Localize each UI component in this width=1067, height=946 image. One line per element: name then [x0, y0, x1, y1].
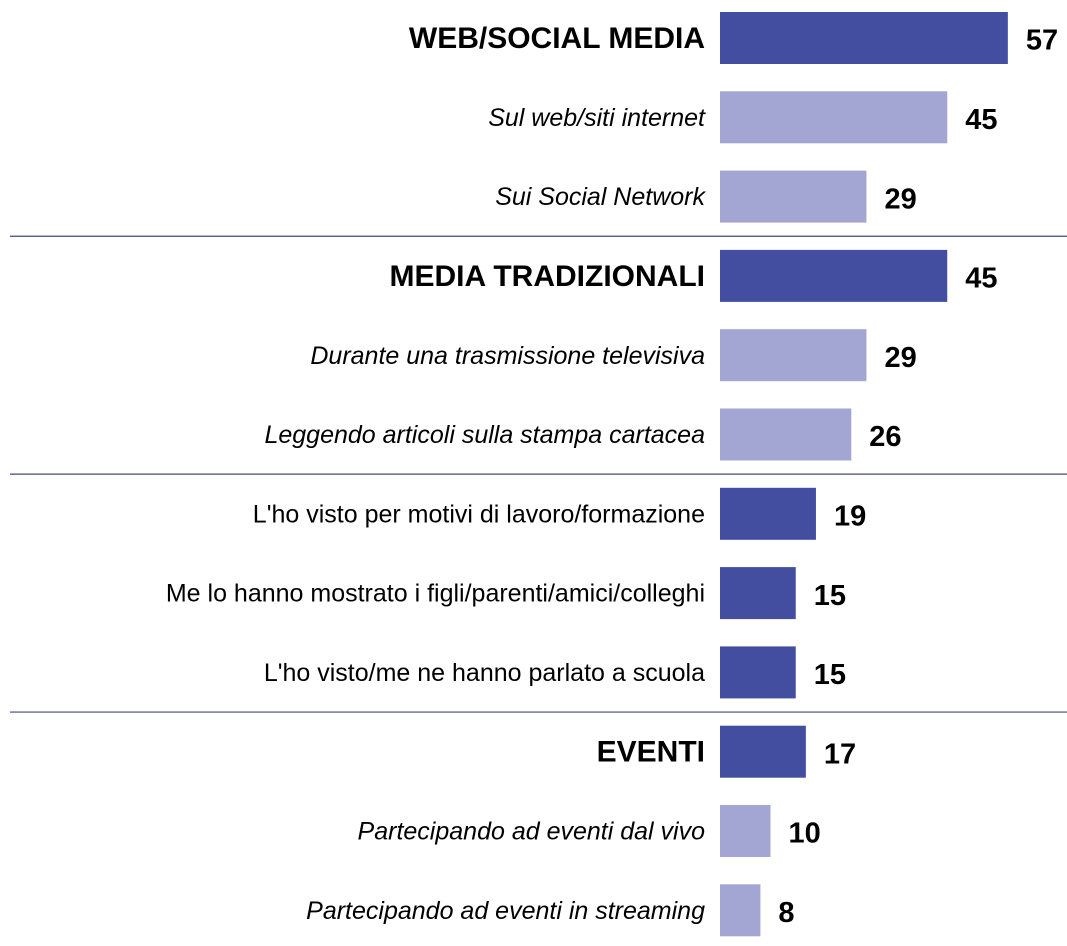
bar	[720, 646, 796, 699]
bar	[720, 249, 948, 302]
bar	[720, 329, 867, 382]
bar	[720, 487, 816, 540]
category-label: Me lo hanno mostrato i figli/parenti/ami…	[166, 580, 705, 608]
category-label: Partecipando ad eventi dal vivo	[358, 818, 706, 846]
category-label: Partecipando ad eventi in streaming	[306, 897, 705, 925]
bar	[720, 12, 1008, 64]
bar	[720, 170, 867, 223]
value-label: 15	[814, 659, 846, 691]
value-label: 10	[789, 818, 821, 850]
value-label: 26	[869, 421, 901, 453]
category-label: MEDIA TRADIZIONALI	[389, 260, 705, 293]
category-label: Durante una trasmissione televisiva	[310, 342, 705, 370]
value-label: 45	[965, 104, 997, 136]
category-label: Sul web/siti internet	[488, 104, 706, 132]
value-label: 57	[1026, 25, 1058, 57]
value-label: 29	[884, 183, 916, 215]
category-label: Leggendo articoli sulla stampa cartacea	[264, 421, 705, 449]
value-label: 45	[965, 263, 997, 295]
bar	[720, 567, 796, 620]
category-label: L'ho visto/me ne hanno parlato a scuola	[264, 659, 705, 687]
value-label: 8	[778, 897, 794, 929]
category-label: Sui Social Network	[495, 183, 706, 211]
bar	[720, 884, 761, 937]
bar	[720, 725, 806, 778]
value-label: 19	[834, 500, 866, 532]
bar	[720, 408, 852, 461]
bar	[720, 805, 771, 857]
value-label: 29	[884, 342, 916, 374]
value-label: 17	[824, 738, 856, 770]
category-label: EVENTI	[597, 736, 705, 769]
category-label: WEB/SOCIAL MEDIA	[409, 22, 705, 55]
category-label: L'ho visto per motivi di lavoro/formazio…	[253, 500, 705, 528]
bar	[720, 91, 948, 144]
value-label: 15	[814, 580, 846, 612]
